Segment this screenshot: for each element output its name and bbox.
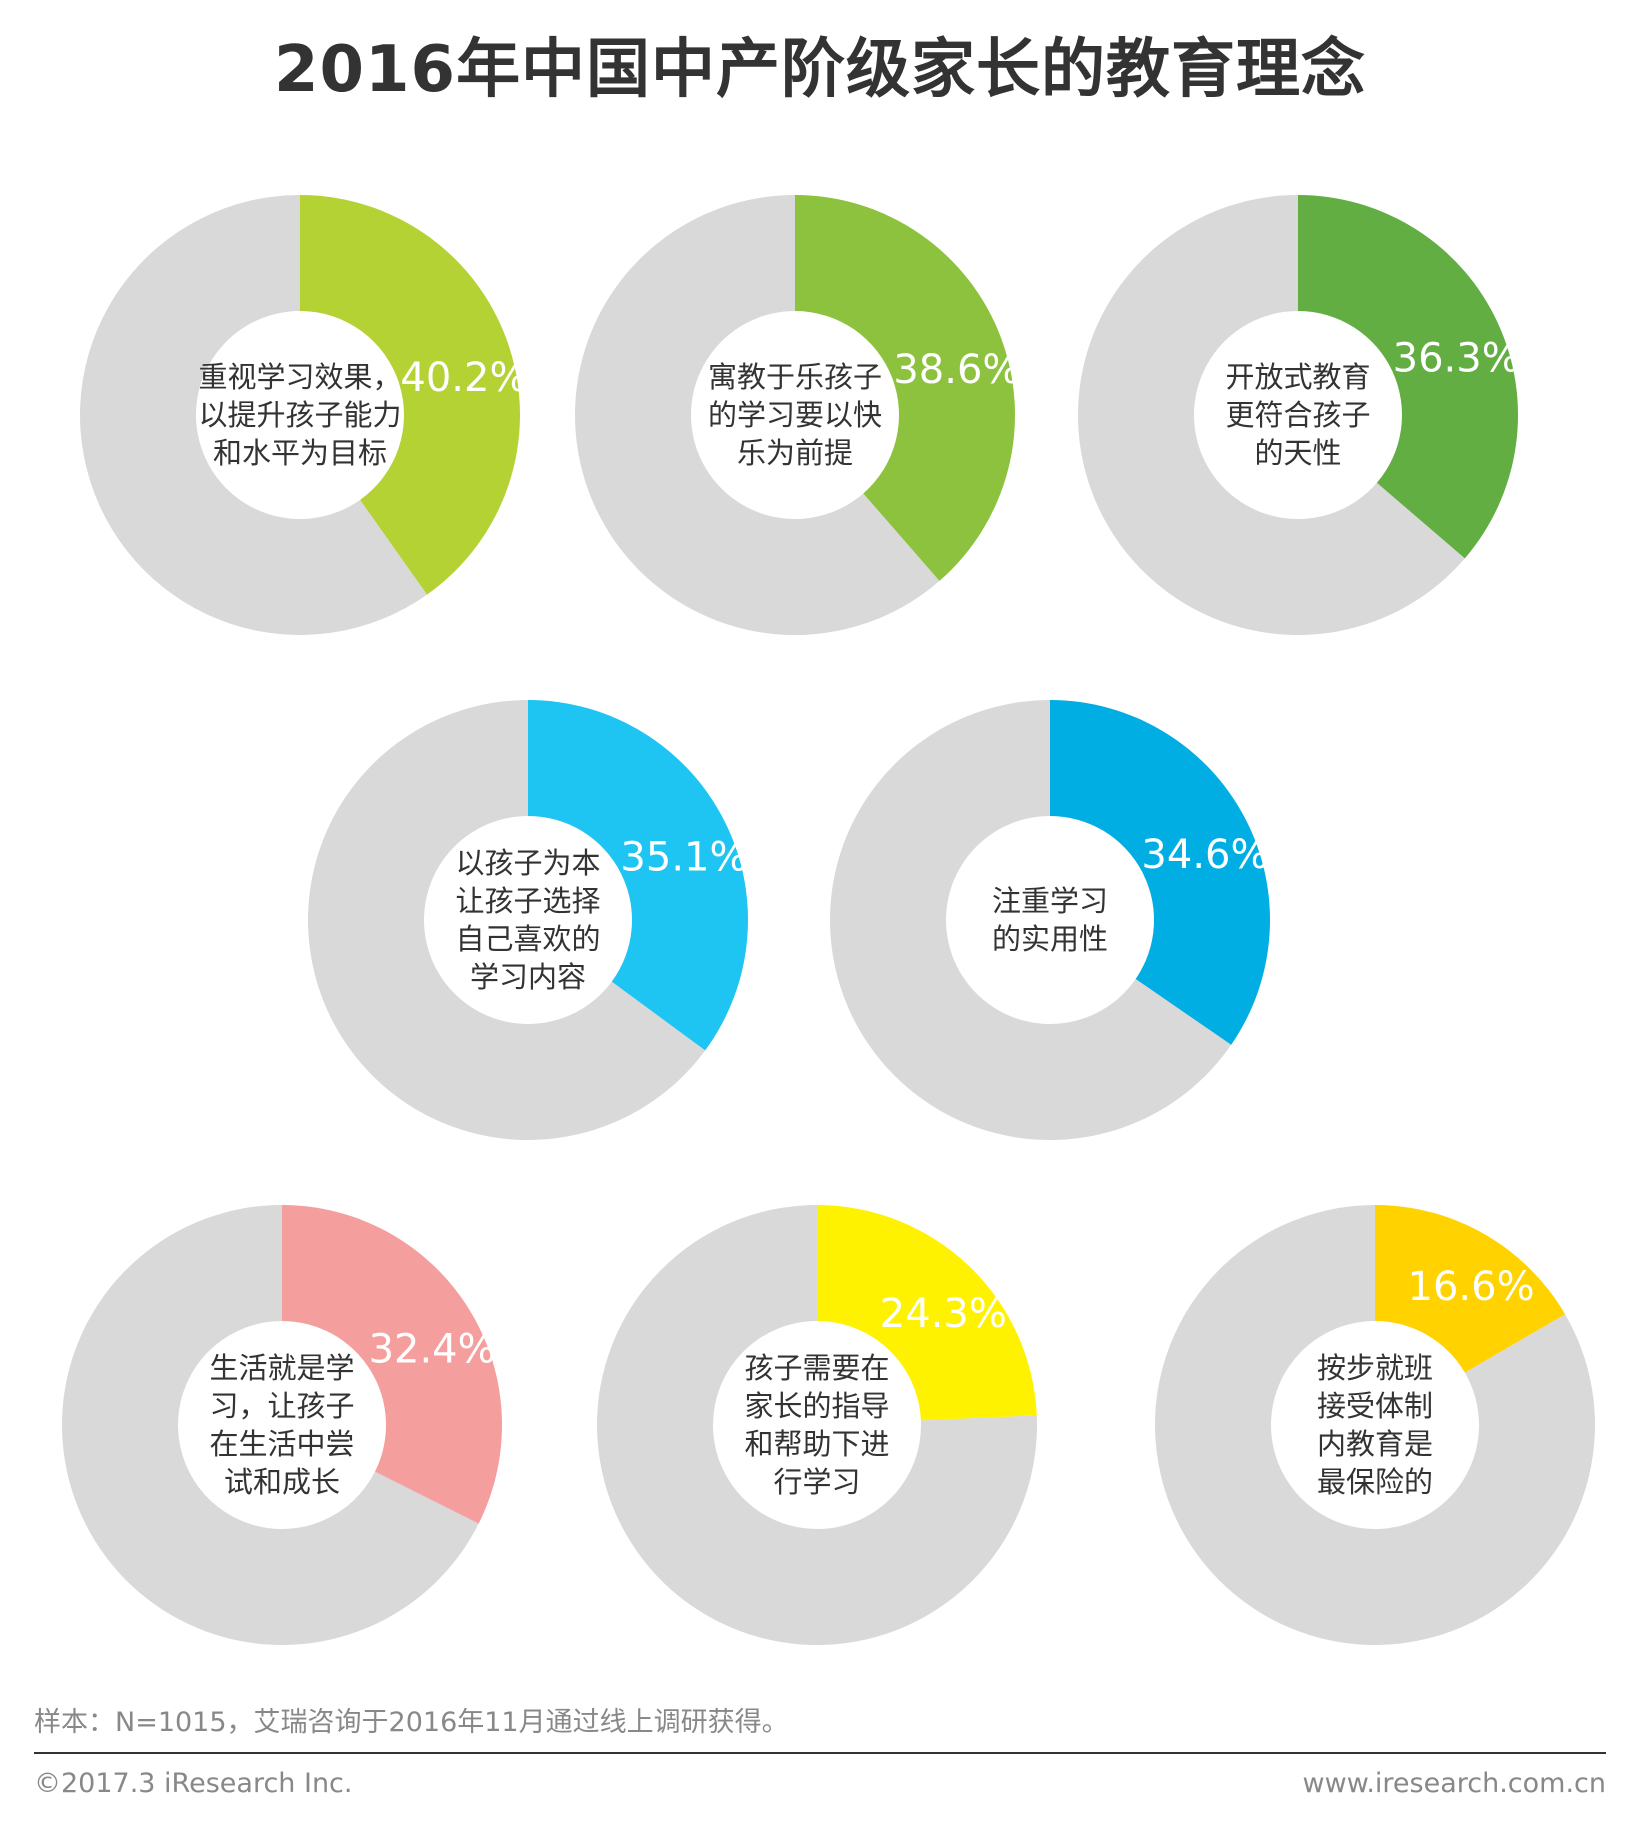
category-label-line: 试和成长 <box>224 1465 340 1499</box>
donut-remainder <box>1155 1205 1595 1645</box>
category-label-line: 的学习要以快 <box>708 398 882 432</box>
category-label-line: 生活就是学 <box>209 1351 354 1385</box>
sample-note: 样本：N=1015，艾瑞咨询于2016年11月通过线上调研获得。 <box>34 1707 789 1738</box>
category-label-line: 和水平为目标 <box>213 436 387 470</box>
category-label-line: 学习内容 <box>470 960 586 994</box>
category-label-line: 让孩子选择 <box>455 884 600 918</box>
data-label: 40.2% <box>400 355 527 401</box>
donut-slice <box>282 1205 502 1524</box>
data-label: 16.6% <box>1408 1264 1535 1310</box>
donut-slice <box>795 195 1015 581</box>
category-label-line: 以孩子为本 <box>455 846 600 880</box>
donut-remainder <box>596 1205 1037 1645</box>
donut-slice <box>1375 1205 1566 1373</box>
donut-remainder <box>830 699 1232 1140</box>
category-label-line: 寓教于乐孩子 <box>708 360 882 394</box>
donut-slice <box>817 1205 1037 1421</box>
data-label: 38.6% <box>893 347 1020 393</box>
category-label-line: 最保险的 <box>1317 1465 1433 1499</box>
category-label-line: 习，让孩子 <box>209 1389 354 1423</box>
category-label-line: 重视学习效果， <box>198 360 401 394</box>
category-label-line: 的天性 <box>1254 436 1341 470</box>
donut-remainder <box>574 195 940 635</box>
footer-divider <box>34 1752 1606 1754</box>
category-label-line: 开放式教育 <box>1225 360 1370 394</box>
category-label-line: 按步就班 <box>1317 1351 1433 1385</box>
category-label-line: 接受体制 <box>1317 1389 1433 1423</box>
website-link[interactable]: www.iresearch.com.cn <box>1302 1768 1606 1799</box>
category-label-line: 注重学习 <box>992 884 1108 918</box>
data-label: 35.1% <box>620 835 747 881</box>
category-label-line: 在生活中尝 <box>209 1427 354 1461</box>
donut-remainder <box>61 1205 479 1645</box>
category-label-line: 乐为前提 <box>737 436 853 470</box>
category-label-line: 孩子需要在 <box>744 1351 889 1385</box>
copyright-text: ©2017.3 iResearch Inc. <box>34 1768 353 1799</box>
category-label-line: 家长的指导 <box>744 1389 889 1423</box>
category-label-line: 行学习 <box>773 1465 860 1499</box>
donut-slice <box>1050 700 1270 1045</box>
chart-title: 2016年中国中产阶级家长的教育理念 <box>273 33 1367 107</box>
donut-remainder <box>307 699 706 1140</box>
category-label-line: 更符合孩子 <box>1225 398 1370 432</box>
data-label: 34.6% <box>1141 832 1268 878</box>
donut-slice <box>1298 195 1518 559</box>
data-label: 24.3% <box>880 1291 1007 1337</box>
donut-remainder <box>1077 195 1465 636</box>
donut-slice <box>300 195 520 595</box>
data-label: 32.4% <box>369 1327 496 1373</box>
category-label-line: 的实用性 <box>992 922 1108 956</box>
donut-slice <box>528 700 748 1051</box>
category-label-line: 和帮助下进 <box>744 1427 889 1461</box>
category-label-line: 内教育是 <box>1317 1427 1433 1461</box>
data-label: 36.3% <box>1393 335 1520 381</box>
category-label-line: 以提升孩子能力 <box>198 398 401 432</box>
category-label-line: 自己喜欢的 <box>455 922 600 956</box>
donut-remainder <box>80 195 428 635</box>
